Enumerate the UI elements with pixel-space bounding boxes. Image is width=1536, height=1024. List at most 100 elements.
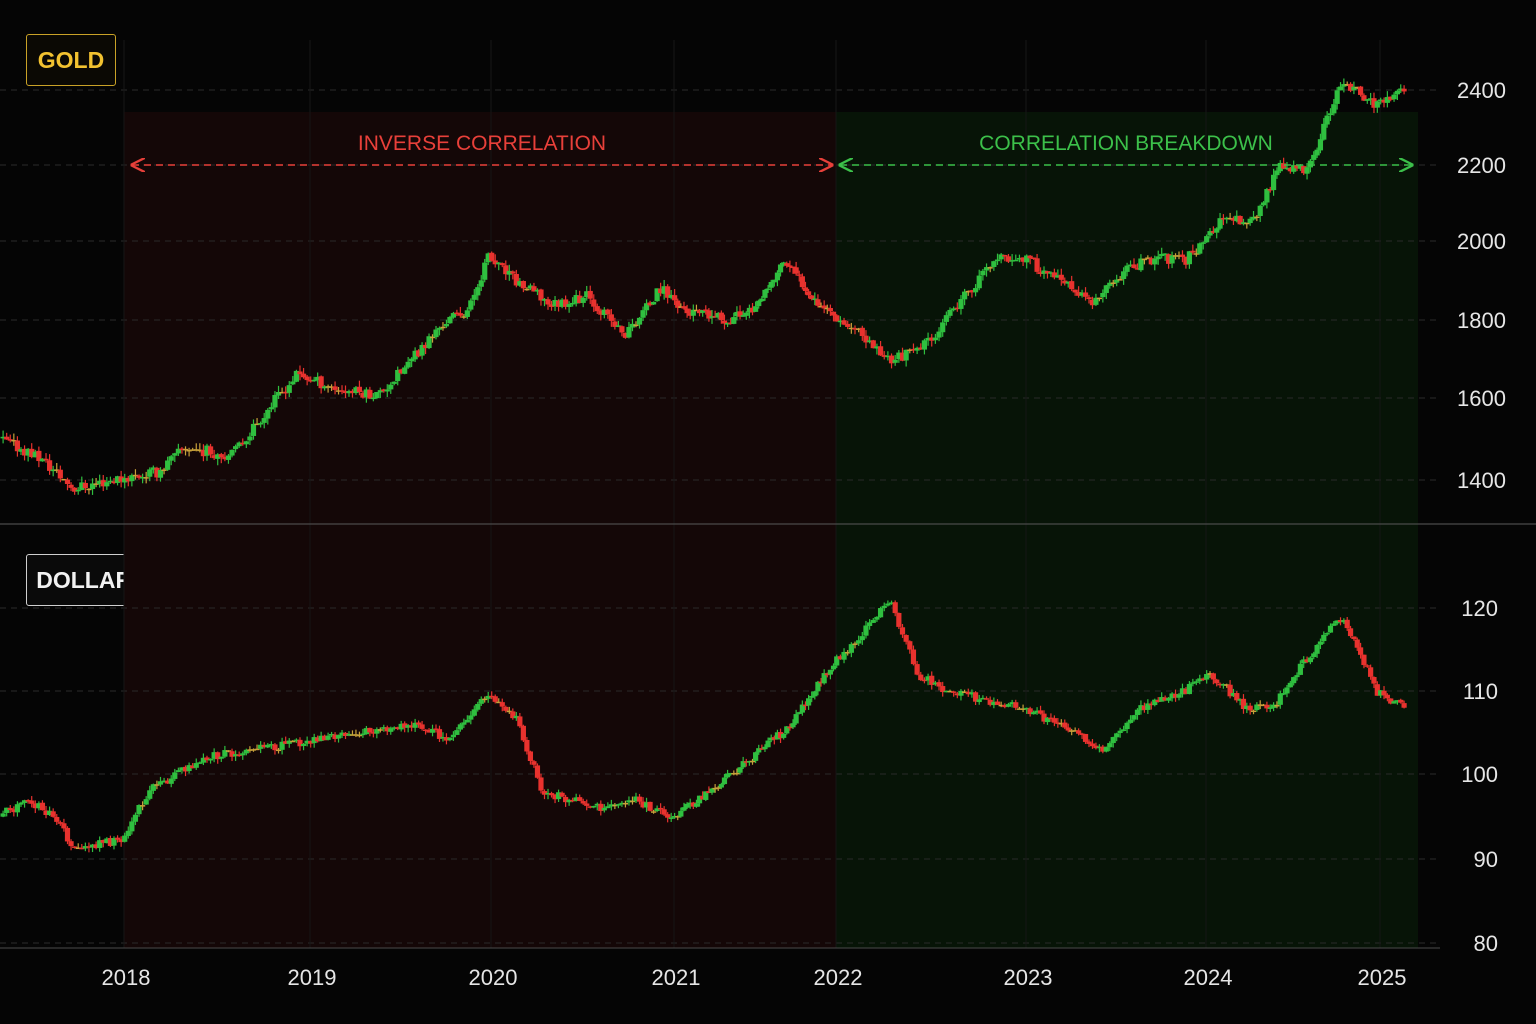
gold-candle-body bbox=[696, 309, 703, 314]
gold-candle-body bbox=[834, 315, 840, 322]
gold-candle-body bbox=[863, 335, 869, 343]
gold-candle-body bbox=[591, 299, 597, 307]
dxy-candle-body bbox=[636, 796, 643, 802]
dxy-candle-body bbox=[422, 729, 429, 732]
dxy-candle-body bbox=[447, 737, 453, 741]
gold-candle-body bbox=[712, 315, 718, 318]
gold-candle-body bbox=[450, 313, 457, 318]
dxy-candle-body bbox=[14, 804, 21, 813]
dxy-candle-body bbox=[1257, 704, 1263, 706]
gold-candle-body bbox=[68, 484, 74, 488]
gold-candle-body bbox=[492, 260, 498, 265]
gold-y-tick-label: 1400 bbox=[1457, 468, 1506, 493]
gold-candle-body bbox=[1176, 255, 1182, 257]
gold-candle-body bbox=[793, 267, 799, 274]
dxy-candle-body bbox=[1374, 684, 1380, 696]
gold-candle-body bbox=[1217, 218, 1223, 229]
gold-candle-body bbox=[150, 467, 156, 470]
gold-candle-body bbox=[1027, 255, 1033, 259]
gold-y-tick-label: 2200 bbox=[1457, 153, 1506, 178]
dxy-candle-body bbox=[812, 691, 818, 697]
gold-candle-body bbox=[700, 310, 706, 313]
gold-candle-body bbox=[54, 469, 60, 471]
dxy-candle-body bbox=[402, 723, 408, 728]
gold-candle-body bbox=[1197, 243, 1203, 254]
dxy-candle-body bbox=[86, 846, 92, 848]
dxy-candle-body bbox=[899, 627, 906, 635]
gold-candle-body bbox=[111, 481, 117, 484]
gold-candle-body bbox=[1220, 217, 1226, 220]
dxy-candle-body bbox=[1264, 704, 1270, 709]
gold-candle-body bbox=[605, 309, 611, 315]
gold-candle-body bbox=[485, 253, 491, 263]
dxy-candle-body bbox=[132, 814, 139, 822]
dxy-candle-body bbox=[1240, 698, 1247, 710]
x-tick-label-2023: 2023 bbox=[1004, 965, 1053, 990]
dxy-candle-body bbox=[903, 635, 909, 642]
dxy-candle-body bbox=[339, 732, 345, 736]
dxy-candle-body bbox=[233, 754, 239, 757]
gold-candle-body bbox=[545, 299, 551, 305]
dxy-candle-body bbox=[318, 735, 324, 741]
gold-candle-body bbox=[1354, 86, 1360, 89]
dxy-candle-body bbox=[21, 800, 28, 803]
dxy-candle-body bbox=[1027, 708, 1033, 715]
dxy-candle-body bbox=[129, 821, 135, 832]
dxy-candle-body bbox=[367, 727, 373, 733]
gold-candle-body bbox=[1224, 217, 1230, 220]
gold-candle-body bbox=[954, 307, 960, 310]
gold-candle-body bbox=[740, 315, 746, 317]
gold-candle-body bbox=[650, 301, 657, 305]
gold-candle-body bbox=[936, 331, 942, 338]
gold-candle-body bbox=[308, 379, 314, 382]
dxy-candle-body bbox=[200, 757, 207, 763]
dxy-candle-body bbox=[856, 640, 862, 644]
gold-candle-body bbox=[464, 310, 470, 317]
dxy-candle-body bbox=[570, 799, 576, 802]
dxy-candle-body bbox=[311, 737, 317, 744]
dxy-candle-body bbox=[433, 728, 439, 731]
dxy-candle-body bbox=[874, 616, 880, 620]
gold-candle-body bbox=[107, 480, 114, 483]
dxy-candle-body bbox=[1311, 653, 1317, 658]
dxy-candle-body bbox=[566, 799, 572, 803]
gold-candle-body bbox=[433, 329, 439, 338]
dxy-candle-body bbox=[921, 679, 928, 682]
dxy-candle-body bbox=[762, 746, 768, 750]
dxy-candle-body bbox=[892, 602, 898, 614]
dxy-candle-body bbox=[1220, 684, 1226, 686]
gold-candle-body bbox=[482, 262, 488, 280]
dxy-candle-body bbox=[969, 692, 975, 695]
gold-candle-body bbox=[1344, 84, 1350, 86]
dxy-candle-body bbox=[513, 715, 519, 719]
gold-candle-body bbox=[1401, 88, 1407, 92]
dxy-candle-body bbox=[845, 651, 851, 654]
gold-candle-body bbox=[429, 336, 436, 339]
gold-candle-body bbox=[391, 381, 397, 384]
gold-candle-body bbox=[520, 281, 526, 289]
gold-candle-body bbox=[749, 307, 756, 313]
dxy-candle-body bbox=[1103, 747, 1109, 752]
gold-candle-body bbox=[363, 389, 369, 398]
dxy-candle-body bbox=[728, 772, 734, 775]
gold-candle-body bbox=[907, 349, 913, 351]
gold-candle-body bbox=[1114, 279, 1120, 283]
dxy-candle-body bbox=[1224, 684, 1230, 686]
dxy-candle-body bbox=[743, 761, 749, 763]
dxy-candle-body bbox=[573, 797, 579, 801]
gold-candle-body bbox=[918, 347, 924, 350]
dxy-candle-body bbox=[910, 649, 917, 665]
gold-candle-body bbox=[629, 323, 636, 328]
gold-candle-body bbox=[790, 266, 796, 269]
dxy-candle-body bbox=[658, 807, 664, 810]
gold-candle-body bbox=[475, 287, 481, 296]
dxy-candle-body bbox=[863, 625, 869, 636]
dxy-candle-body bbox=[464, 719, 470, 723]
dxy-candle-body bbox=[335, 735, 342, 739]
dxy-candle-body bbox=[548, 793, 555, 796]
gold-candle-body bbox=[743, 312, 749, 316]
gold-candle-body bbox=[218, 454, 224, 458]
gold-candle-body bbox=[925, 337, 931, 341]
dxy-candle-body bbox=[793, 714, 799, 724]
dxy-candle-body bbox=[268, 744, 274, 746]
